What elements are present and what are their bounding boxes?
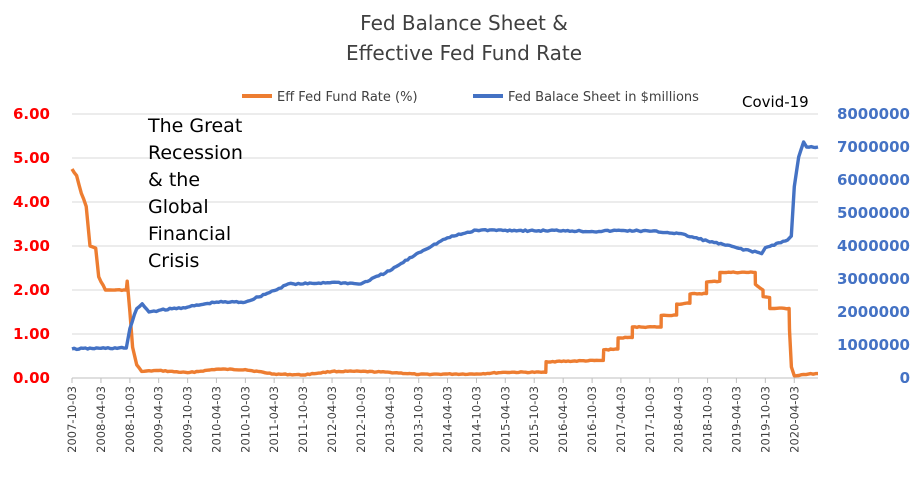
annotation-line: & the <box>148 169 200 191</box>
x-tick-label: 2017-04-03 <box>614 386 628 453</box>
x-tick-label: 2011-10-03 <box>296 386 310 453</box>
x-tick-label: 2020-04-03 <box>787 386 801 453</box>
y-right-tick-label: 7000000 <box>837 138 910 156</box>
x-tick-label: 2009-10-03 <box>181 386 195 453</box>
x-tick-label: 2014-10-03 <box>469 386 483 453</box>
x-tick-label: 2009-04-03 <box>152 386 166 453</box>
y-left-tick-label: 5.00 <box>13 149 50 167</box>
y-right-tick-label: 5000000 <box>837 204 910 222</box>
annotation-great-recession: The Great Recession & the Global Financi… <box>147 115 243 272</box>
y-right-tick-label: 4000000 <box>837 237 910 255</box>
x-tick-label: 2018-04-03 <box>672 386 686 453</box>
y-right-tick-label: 2000000 <box>837 303 910 321</box>
x-tick-label: 2012-04-03 <box>325 386 339 453</box>
y-axis-right: 0 1000000 2000000 3000000 4000000 5000000 6000… <box>837 105 910 387</box>
y-left-tick-label: 0.00 <box>13 369 50 387</box>
x-tick-label: 2010-04-03 <box>209 386 223 453</box>
x-tick-label: 2017-10-03 <box>643 386 657 453</box>
y-right-tick-label: 8000000 <box>837 105 910 123</box>
x-tick-label: 2015-10-03 <box>527 386 541 453</box>
y-axis-left: 0.00 1.00 2.00 3.00 4.00 5.00 6.00 <box>13 105 50 387</box>
y-right-tick-label: 3000000 <box>837 270 910 288</box>
y-right-tick-label: 0 <box>900 369 910 387</box>
x-tick-label: 2010-10-03 <box>238 386 252 453</box>
y-left-tick-label: 1.00 <box>13 325 50 343</box>
chart-title-line-1: Fed Balance Sheet & <box>360 11 568 35</box>
x-axis: 2007-10-03 2008-04-03 2008-10-03 2009-04-03… <box>65 377 818 453</box>
x-tick-label: 2013-10-03 <box>412 386 426 453</box>
y-left-tick-label: 2.00 <box>13 281 50 299</box>
x-tick-label: 2013-04-03 <box>383 386 397 453</box>
y-left-tick-label: 6.00 <box>13 105 50 123</box>
y-left-tick-label: 3.00 <box>13 237 50 255</box>
series <box>70 140 819 378</box>
x-tick-label: 2014-04-03 <box>441 386 455 453</box>
series-line-fed-fund-rate <box>70 168 818 378</box>
x-tick-label: 2012-10-03 <box>354 386 368 453</box>
x-tick-label: 2018-10-03 <box>701 386 715 453</box>
annotation-line: Recession <box>148 142 243 164</box>
y-right-tick-label: 6000000 <box>837 171 910 189</box>
x-tick-label: 2007-10-03 <box>65 386 79 453</box>
x-tick-label: 2011-04-03 <box>267 386 281 453</box>
x-tick-label: 2008-04-03 <box>94 386 108 453</box>
x-tick-label: 2016-10-03 <box>585 386 599 453</box>
x-tick-label: 2008-10-03 <box>123 386 137 453</box>
annotation-line: Financial <box>148 223 231 245</box>
x-tick-label: 2019-10-03 <box>758 386 772 453</box>
y-left-tick-label: 4.00 <box>13 193 50 211</box>
legend-label-rate: Eff Fed Fund Rate (%) <box>277 90 418 105</box>
x-tick-label: 2015-04-03 <box>498 386 512 453</box>
legend: Eff Fed Fund Rate (%) Fed Balace Sheet i… <box>242 90 699 105</box>
x-tick-label: 2019-04-03 <box>729 386 743 453</box>
annotation-line: The Great <box>147 115 242 137</box>
y-right-tick-label: 1000000 <box>837 336 910 354</box>
annotation-line: Global <box>148 196 209 218</box>
x-tick-label: 2016-04-03 <box>556 386 570 453</box>
legend-label-balance-sheet: Fed Balace Sheet in $millions <box>508 90 699 105</box>
series-line-balance-sheet <box>71 140 819 352</box>
chart-title-line-2: Effective Fed Fund Rate <box>346 41 582 65</box>
annotation-line: Crisis <box>148 250 199 272</box>
annotation-covid-19: Covid-19 <box>742 93 809 111</box>
